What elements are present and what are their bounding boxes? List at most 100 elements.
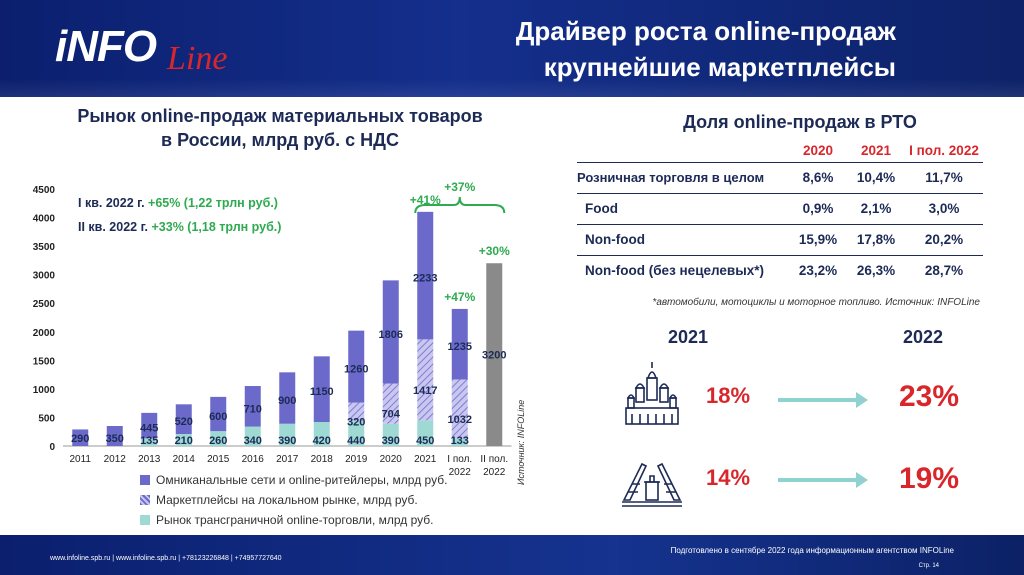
- bar-omnichannel: [141, 412, 158, 439]
- legend-swatch-crossborder: [140, 515, 150, 525]
- table-cell: 3,0%: [905, 192, 983, 224]
- x-tick-label: 2016: [242, 454, 265, 465]
- y-tick-label: 3500: [33, 242, 56, 253]
- bar-crossborder: [141, 438, 158, 446]
- data-label-marketplaces: 320: [347, 417, 365, 429]
- x-tick-label: 2012: [104, 454, 127, 465]
- legend-swatch-marketplaces: [140, 495, 150, 505]
- bar-omnichannel: [348, 330, 365, 403]
- annotation-q1-value: +65% (1,22 трлн руб.): [148, 196, 278, 210]
- annotation-q2: II кв. 2022 г. +33% (1,18 трлн руб.): [78, 220, 281, 234]
- slide-title-line2: крупнейшие маркетплейсы: [543, 52, 896, 82]
- x-tick-label: I пол. 2022: [447, 454, 472, 478]
- x-tick-label: II пол. 2022: [480, 454, 508, 478]
- table-row-label: Food: [577, 192, 789, 224]
- x-tick-label: 2015: [207, 454, 230, 465]
- table-cell: 17,8%: [847, 223, 905, 255]
- legend-item-marketplaces: Маркетплейсы на локальном рынке, млрд ру…: [140, 493, 418, 507]
- data-label-marketplaces: 1032: [448, 414, 472, 426]
- footer-bar: www.infoline.spb.ru | www.infoline.spb.r…: [0, 535, 1024, 575]
- x-tick-label: 2017: [276, 454, 299, 465]
- annotation-q2-value: +33% (1,18 трлн руб.): [151, 220, 282, 234]
- x-tick-label: 2021: [414, 454, 437, 465]
- logo-main-text: iNFO: [55, 22, 157, 71]
- data-label-omnichannel: 900: [278, 395, 296, 407]
- data-label-omnichannel: 1260: [344, 364, 368, 376]
- table-header-row: 2020 2021 I пол. 2022: [577, 140, 983, 163]
- online-sales-bar-chart: 0 500 1000 1500 2000 2500 3000 3500 4000 4500 2011…: [33, 180, 512, 478]
- table-footnote: *автомобили, мотоциклы и моторное топлив…: [652, 297, 980, 308]
- table-header-cell: I пол. 2022: [905, 140, 983, 163]
- y-tick-label: 3000: [33, 271, 56, 282]
- table-cell: 23,2%: [789, 254, 847, 286]
- bar-crossborder: [417, 420, 434, 446]
- data-label-omnichannel: 445: [140, 423, 158, 435]
- data-label-crossborder: 390: [278, 435, 296, 447]
- table-cell: 0,9%: [789, 192, 847, 224]
- legend-label-marketplaces: Маркетплейсы на локальном рынке, млрд ру…: [156, 493, 418, 507]
- x-tick-label: 2018: [311, 454, 334, 465]
- data-label-crossborder: 420: [313, 435, 331, 447]
- data-label-omnichannel: 1150: [310, 386, 334, 398]
- year-label-right: 2022: [903, 327, 944, 347]
- table-cell: 11,7%: [905, 161, 983, 193]
- data-label-forecast: 3200: [482, 350, 506, 362]
- data-label-omnichannel: 1235: [448, 341, 472, 353]
- data-label-crossborder: 450: [416, 435, 434, 447]
- data-label-omnichannel: 290: [71, 433, 89, 445]
- table-cell: 8,6%: [789, 161, 847, 193]
- bar-omnichannel: [451, 308, 468, 380]
- bar-omnichannel: [279, 372, 296, 424]
- bar-marketplaces: [348, 402, 365, 421]
- infoline-logo: iNFO Line: [55, 18, 255, 78]
- table-cell: 2,1%: [847, 192, 905, 224]
- data-label-omnichannel: 710: [244, 403, 262, 415]
- data-label-marketplaces: 1417: [413, 385, 437, 397]
- bar-omnichannel: [244, 386, 261, 427]
- table-cell: 15,9%: [789, 223, 847, 255]
- data-label-crossborder: 210: [175, 435, 193, 447]
- bar-omnichannel: [313, 356, 330, 423]
- year-label-left: 2021: [668, 327, 709, 347]
- footer-contacts: www.infoline.spb.ru | www.infoline.spb.r…: [50, 555, 282, 562]
- data-label-omnichannel: 2233: [413, 273, 437, 285]
- share-table: 2020 2021 I пол. 2022 Розничная торговля…: [577, 140, 983, 286]
- table-row-label: Non-food: [577, 223, 789, 255]
- x-tick-label: 2014: [173, 454, 196, 465]
- legend-swatch-omni: [140, 475, 150, 485]
- chart-title: Рынок online-продаж материальных товаров…: [40, 104, 520, 152]
- growth-label: +41%: [410, 193, 441, 207]
- bar-omnichannel: [210, 396, 227, 432]
- chart-title-line2: в России, млрд руб. с НДС: [161, 130, 399, 150]
- growth-brace: [414, 196, 506, 214]
- bar-crossborder: [279, 423, 296, 446]
- bar-marketplaces: [417, 339, 434, 421]
- annotation-q1-prefix: I кв. 2022 г.: [78, 196, 149, 210]
- table-row: Non-food 15,9% 17,8% 20,2%: [577, 223, 983, 255]
- bar-forecast: [486, 263, 503, 446]
- chart-title-line1: Рынок online-продаж материальных товаров: [77, 106, 483, 126]
- legend-label-omni: Омниканальные сети и online-ритейлеры, м…: [156, 473, 448, 487]
- table-header-cell: 2020: [789, 140, 847, 163]
- x-tick-label: 2020: [380, 454, 403, 465]
- y-tick-label: 4000: [33, 214, 56, 225]
- brace-label: +37%: [444, 180, 475, 194]
- table-row-label: Розничная торговля в целом: [577, 161, 789, 193]
- table-row-label: Non-food (без нецелевых*): [577, 254, 789, 286]
- arrow-right-icon: [778, 392, 868, 408]
- data-label-crossborder: 135: [140, 435, 158, 447]
- data-label-omnichannel: 520: [175, 416, 193, 428]
- y-tick-label: 500: [38, 413, 55, 424]
- annotation-q1: I кв. 2022 г. +65% (1,22 трлн руб.): [78, 196, 278, 210]
- bar-marketplaces: [451, 379, 468, 439]
- spb-share-2021: 14%: [706, 465, 751, 490]
- bar-crossborder: [244, 426, 261, 446]
- bar-omnichannel: [382, 280, 399, 384]
- data-label-omnichannel: 1806: [379, 329, 403, 341]
- moscow-share-2021: 18%: [706, 383, 751, 408]
- bar-omnichannel: [106, 426, 123, 446]
- growth-label: +47%: [444, 290, 475, 304]
- x-tick-label: 2013: [138, 454, 161, 465]
- y-tick-label: 4500: [33, 185, 56, 196]
- data-label-crossborder: 260: [209, 435, 227, 447]
